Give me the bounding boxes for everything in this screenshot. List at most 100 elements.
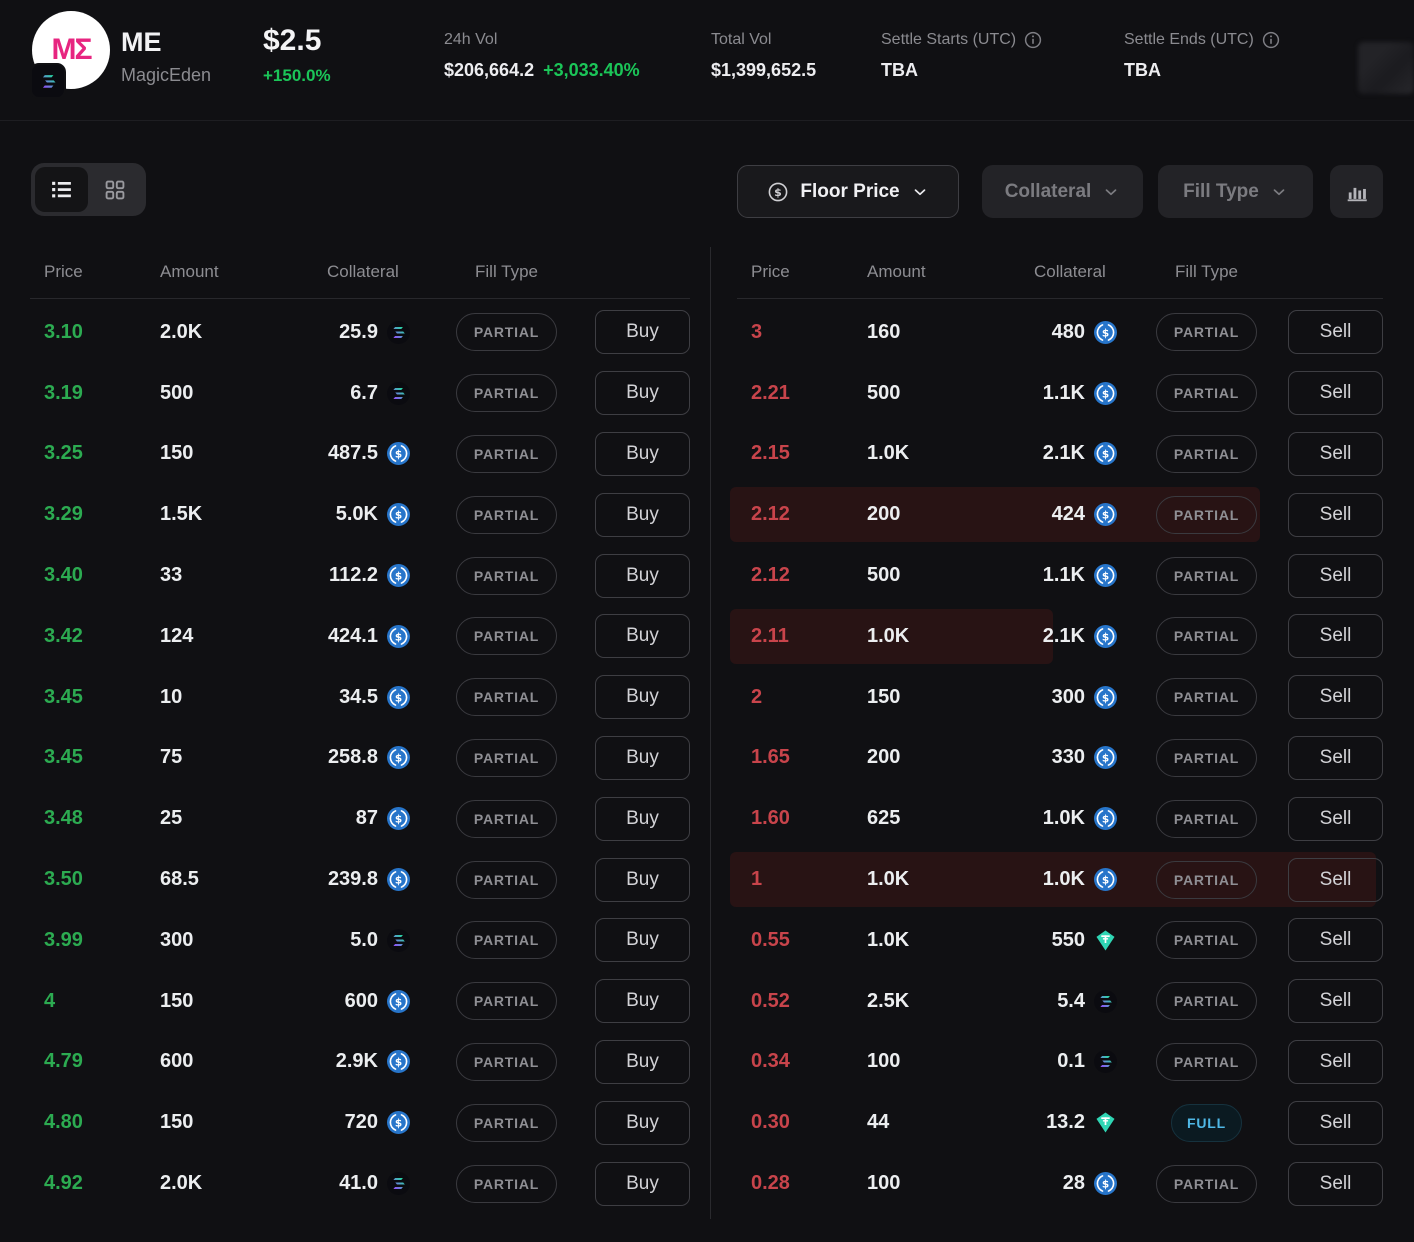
buy-button[interactable]: Buy xyxy=(595,553,690,598)
buy-button[interactable]: Buy xyxy=(595,735,690,780)
order-collateral: 25.9 xyxy=(318,320,418,344)
order-row: 3.40 33 112.2 $ PARTIAL Buy xyxy=(30,545,690,606)
sol-icon xyxy=(1094,989,1117,1013)
sell-button[interactable]: Sell xyxy=(1288,735,1383,780)
buy-button[interactable]: Buy xyxy=(595,918,690,963)
sell-button[interactable]: Sell xyxy=(1288,492,1383,537)
order-price: 2 xyxy=(751,685,763,708)
redacted-blob xyxy=(1358,42,1414,94)
fill-type-filter[interactable]: Fill Type xyxy=(1158,165,1313,218)
order-amount: 25 xyxy=(160,807,183,830)
usdc-icon: $ xyxy=(1094,564,1117,588)
order-row: 1.65 200 330 $ PARTIAL Sell xyxy=(737,728,1383,789)
fill-type-cell: PARTIAL xyxy=(418,313,595,352)
stat-value: TBA xyxy=(1124,60,1161,80)
usdc-icon: $ xyxy=(1094,685,1117,709)
action-cell: Buy xyxy=(595,918,690,963)
sell-button[interactable]: Sell xyxy=(1288,796,1383,841)
order-collateral: 424 $ xyxy=(1025,503,1125,527)
sol-icon-wrap xyxy=(387,928,410,952)
buy-button[interactable]: Buy xyxy=(595,310,690,355)
sell-button[interactable]: Sell xyxy=(1288,310,1383,355)
svg-text:$: $ xyxy=(1102,631,1109,643)
sol-icon-wrap xyxy=(387,1172,410,1196)
action-cell: Buy xyxy=(595,735,690,780)
action-cell: Buy xyxy=(595,431,690,476)
order-row: 0.52 2.5K 5.4 PARTIAL Sell xyxy=(737,971,1383,1032)
buy-button[interactable]: Buy xyxy=(595,857,690,902)
order-collateral: 720 $ xyxy=(318,1111,418,1135)
usdc-icon-wrap: $ xyxy=(387,624,410,648)
collateral-filter[interactable]: Collateral xyxy=(982,165,1143,218)
sell-button[interactable]: Sell xyxy=(1288,675,1383,720)
buy-button[interactable]: Buy xyxy=(595,675,690,720)
orderbook-toolbar: $ Floor Price Collateral Fill Type xyxy=(0,121,1414,245)
fill-type-badge: PARTIAL xyxy=(455,921,558,960)
sell-button[interactable]: Sell xyxy=(1288,371,1383,416)
action-cell: Buy xyxy=(595,492,690,537)
usdc-icon-wrap: $ xyxy=(1094,868,1117,892)
buy-button[interactable]: Buy xyxy=(595,614,690,659)
sell-button[interactable]: Sell xyxy=(1288,979,1383,1024)
fill-type-badge: PARTIAL xyxy=(1155,495,1258,534)
order-price: 2.12 xyxy=(751,503,790,526)
usdc-icon: $ xyxy=(387,807,410,831)
buy-button[interactable]: Buy xyxy=(595,492,690,537)
fill-type-badge: PARTIAL xyxy=(1155,982,1258,1021)
sell-button[interactable]: Sell xyxy=(1288,1161,1383,1206)
fill-type-badge: PARTIAL xyxy=(1155,313,1258,352)
buy-button[interactable]: Buy xyxy=(595,1100,690,1145)
view-mode-toggle xyxy=(31,163,146,216)
svg-text:$: $ xyxy=(395,874,402,886)
list-view-button[interactable] xyxy=(35,167,88,212)
order-price: 3.29 xyxy=(44,503,83,526)
buy-button[interactable]: Buy xyxy=(595,1039,690,1084)
depth-chart-button[interactable] xyxy=(1330,165,1383,218)
order-row: 4.79 600 2.9K $ PARTIAL Buy xyxy=(30,1032,690,1093)
sell-button[interactable]: Sell xyxy=(1288,857,1383,902)
buy-button[interactable]: Buy xyxy=(595,1161,690,1206)
buy-button[interactable]: Buy xyxy=(595,796,690,841)
column-header-price: Price xyxy=(751,262,790,281)
usdc-icon-wrap: $ xyxy=(387,989,410,1013)
usdc-icon: $ xyxy=(1094,503,1117,527)
buy-button[interactable]: Buy xyxy=(595,431,690,476)
sell-button[interactable]: Sell xyxy=(1288,553,1383,598)
depth-chart-icon xyxy=(1347,187,1367,201)
order-amount: 1.0K xyxy=(867,868,910,891)
sell-button[interactable]: Sell xyxy=(1288,431,1383,476)
stat-value: $206,664.2 xyxy=(444,60,535,80)
grid-view-button[interactable] xyxy=(88,167,141,212)
usdc-icon: $ xyxy=(1094,807,1117,831)
fill-type-badge: PARTIAL xyxy=(1155,921,1258,960)
sol-icon-wrap xyxy=(1094,1050,1117,1074)
buy-button[interactable]: Buy xyxy=(595,371,690,416)
info-icon[interactable] xyxy=(1024,31,1042,49)
buy-button[interactable]: Buy xyxy=(595,979,690,1024)
row-highlight xyxy=(730,608,1053,664)
usdc-icon: $ xyxy=(387,1111,410,1135)
order-amount: 300 xyxy=(160,928,194,951)
fill-type-cell: PARTIAL xyxy=(1125,374,1288,413)
order-row: 4 150 600 $ PARTIAL Buy xyxy=(30,971,690,1032)
filter-label: Fill Type xyxy=(1183,180,1259,202)
sell-button[interactable]: Sell xyxy=(1288,1039,1383,1084)
sell-button[interactable]: Sell xyxy=(1288,614,1383,659)
order-collateral: 424.1 $ xyxy=(318,624,418,648)
sell-button[interactable]: Sell xyxy=(1288,918,1383,963)
sol-icon-wrap xyxy=(1094,989,1117,1013)
action-cell: Buy xyxy=(595,371,690,416)
order-amount: 2.5K xyxy=(867,989,910,1012)
order-price: 1 xyxy=(751,868,763,891)
orderbook-tables: Price Amount Collateral Fill Type 3.10 2… xyxy=(0,245,1414,1242)
order-price: 0.30 xyxy=(751,1111,790,1134)
floor-price-filter[interactable]: $ Floor Price xyxy=(737,165,959,218)
sol-icon-wrap xyxy=(387,381,410,405)
fill-type-badge: PARTIAL xyxy=(455,1164,558,1203)
order-price: 3.19 xyxy=(44,381,83,404)
sell-button[interactable]: Sell xyxy=(1288,1100,1383,1145)
order-price: 3.42 xyxy=(44,624,83,647)
svg-text:$: $ xyxy=(395,631,402,643)
fill-type-cell: PARTIAL xyxy=(418,982,595,1021)
info-icon[interactable] xyxy=(1262,31,1280,49)
